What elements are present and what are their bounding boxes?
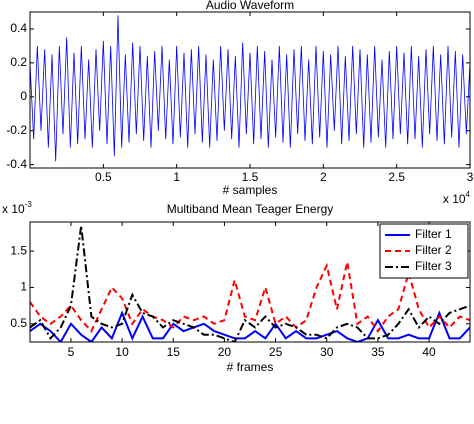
y-tick-label: 1: [20, 280, 27, 294]
multiplier-base: x 10: [443, 192, 466, 206]
multiplier-power: 4: [466, 190, 471, 199]
legend-label: Filter 1: [415, 227, 452, 241]
axis-multiplier: x 104: [443, 190, 471, 206]
x-tick-label: 25: [269, 345, 283, 359]
y-tick-label: 0.5: [10, 316, 27, 330]
y-tick-label: -0.2: [6, 123, 27, 137]
axes-frame: [29, 221, 471, 343]
x-tick-label: 40: [422, 345, 436, 359]
x-tick-label: 15: [167, 345, 181, 359]
y-tick-label: 0.2: [10, 55, 27, 69]
legend-box: [379, 223, 469, 279]
series-line: [30, 310, 470, 342]
x-tick-label: 3: [467, 170, 474, 184]
y-tick-label: 0.4: [10, 21, 27, 35]
x-tick-label: 30: [320, 345, 334, 359]
chart-title: Audio Waveform: [206, 0, 294, 12]
x-tick-label: 0.5: [95, 170, 112, 184]
x-tick-label: 10: [115, 345, 129, 359]
y-tick-label: 0: [20, 89, 27, 103]
x-tick-label: 2: [320, 170, 327, 184]
x-axis-label: # frames: [227, 360, 274, 374]
x-tick-label: 2.5: [388, 170, 405, 184]
series-line: [30, 225, 470, 342]
legend-label: Filter 3: [415, 259, 452, 273]
plot-area: [30, 12, 470, 168]
x-tick-label: 20: [218, 345, 232, 359]
legend-label: Filter 2: [415, 243, 452, 257]
axes-frame: [29, 11, 471, 169]
y-tick-label: 1.5: [10, 243, 27, 257]
series-line: [30, 15, 470, 162]
x-tick-label: 1.5: [242, 170, 259, 184]
y-tick-label: -0.4: [6, 157, 27, 171]
multiplier-power: -3: [25, 200, 33, 209]
x-axis-label: # samples: [223, 183, 278, 197]
multiplier-base: x 10: [2, 202, 25, 216]
x-tick-label: 1: [173, 170, 180, 184]
axis-multiplier: x 10-3: [2, 200, 32, 216]
x-tick-label: 35: [371, 345, 385, 359]
x-tick-label: 5: [68, 345, 75, 359]
chart-title: Multiband Mean Teager Energy: [167, 202, 334, 216]
